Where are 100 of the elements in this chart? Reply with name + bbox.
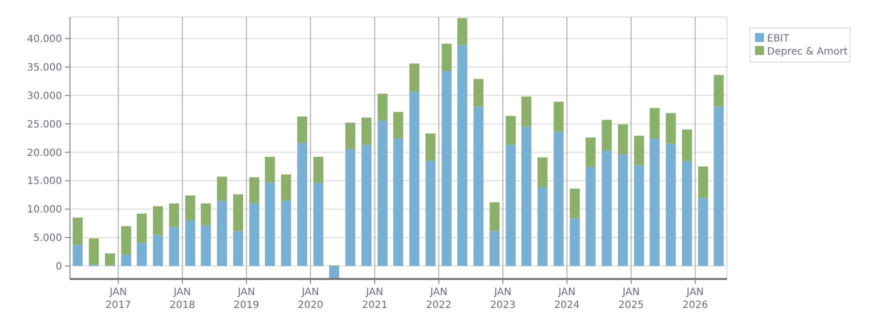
- x-tick-label: JAN 2018: [170, 287, 196, 311]
- bar: [72, 244, 83, 266]
- bar: [490, 202, 500, 232]
- y-tick-label: 35.000: [27, 62, 62, 74]
- bar: [602, 120, 612, 151]
- bar: [426, 160, 436, 266]
- bar: [264, 182, 275, 266]
- bar: [345, 149, 356, 266]
- bar: [666, 113, 676, 144]
- bar: [136, 214, 147, 243]
- bar: [409, 91, 420, 266]
- bar: [136, 242, 147, 266]
- bar: [538, 157, 548, 188]
- y-tick-label: 0: [56, 261, 62, 272]
- bar: [233, 231, 244, 266]
- y-tick-label: 30.000: [27, 90, 62, 102]
- x-tick-label: JAN 2021: [362, 287, 388, 311]
- x-tick-label: JAN 2017: [106, 287, 131, 311]
- y-tick-label: 10.000: [27, 204, 62, 216]
- bar: [538, 188, 548, 266]
- bar: [650, 138, 660, 266]
- bar: [634, 165, 644, 266]
- bar: [473, 106, 484, 266]
- bar: [345, 122, 356, 150]
- bar: [698, 198, 708, 266]
- bar: [249, 203, 260, 266]
- bar: [217, 201, 228, 266]
- bar: [297, 142, 308, 266]
- bar: [666, 144, 676, 266]
- bar: [570, 218, 580, 266]
- bar: [521, 126, 532, 266]
- bar: [634, 136, 644, 166]
- bar: [169, 227, 180, 266]
- bar: [618, 124, 628, 155]
- x-tick-label: JAN 2026: [682, 287, 708, 311]
- x-tick-label: JAN 2023: [490, 287, 516, 311]
- y-tick-label: 40.000: [27, 34, 62, 46]
- bar: [409, 64, 420, 92]
- y-tick-label: 25.000: [27, 119, 62, 130]
- bar: [313, 156, 324, 183]
- bar: [297, 116, 308, 143]
- bar: [650, 108, 660, 139]
- bar: [121, 226, 132, 255]
- bar: [217, 176, 228, 202]
- bar: [361, 144, 372, 266]
- bar: [442, 70, 452, 266]
- y-tick-label: 20.000: [27, 148, 62, 159]
- bar: [442, 44, 452, 71]
- bar: [714, 106, 724, 266]
- x-tick-label: JAN 2024: [554, 287, 580, 311]
- bar: [521, 96, 532, 127]
- x-tick-label: JAN 2025: [618, 287, 644, 311]
- legend-label: Deprec & Amort: [767, 46, 848, 58]
- bar: [506, 116, 516, 145]
- y-tick-label: 5.000: [33, 233, 62, 244]
- bar: [682, 161, 692, 266]
- bar: [152, 206, 163, 236]
- bar: [457, 44, 468, 266]
- bar: [393, 112, 404, 139]
- bar: [281, 200, 292, 266]
- bar: [618, 154, 628, 266]
- bar: [602, 150, 612, 266]
- bar: [378, 94, 388, 120]
- bar: [264, 156, 275, 182]
- bar: [72, 218, 83, 245]
- bar: [185, 195, 196, 220]
- bar: [473, 78, 484, 107]
- bar: [554, 102, 564, 132]
- bar: [121, 254, 132, 266]
- x-tick-label: JAN 2022: [426, 287, 452, 311]
- legend-label: EBIT: [767, 34, 790, 44]
- bar: [457, 18, 468, 45]
- bar: [714, 74, 724, 107]
- x-tick-label: JAN 2020: [298, 287, 324, 311]
- bar: [329, 266, 340, 278]
- bar: [570, 188, 580, 218]
- bar: [586, 167, 596, 266]
- x-tick-label: JAN 2019: [234, 287, 260, 311]
- bar: [105, 253, 116, 266]
- bar: [682, 130, 692, 162]
- bar: [506, 144, 516, 266]
- bar: [169, 203, 180, 228]
- bar: [200, 226, 211, 266]
- bar: [586, 137, 596, 168]
- bar: [361, 118, 372, 145]
- bar: [426, 134, 436, 161]
- bar: [490, 231, 500, 266]
- bar: [185, 220, 196, 266]
- bar: [249, 177, 260, 204]
- bar: [698, 166, 708, 198]
- bar: [233, 194, 244, 232]
- bar: [378, 120, 388, 266]
- bar: [152, 235, 163, 266]
- bar: [200, 203, 211, 226]
- bar: [281, 174, 292, 201]
- y-tick-label: 15.000: [27, 176, 62, 188]
- bar: [554, 132, 564, 266]
- bar: [313, 182, 324, 266]
- bar: [393, 138, 404, 266]
- bar: [88, 238, 99, 265]
